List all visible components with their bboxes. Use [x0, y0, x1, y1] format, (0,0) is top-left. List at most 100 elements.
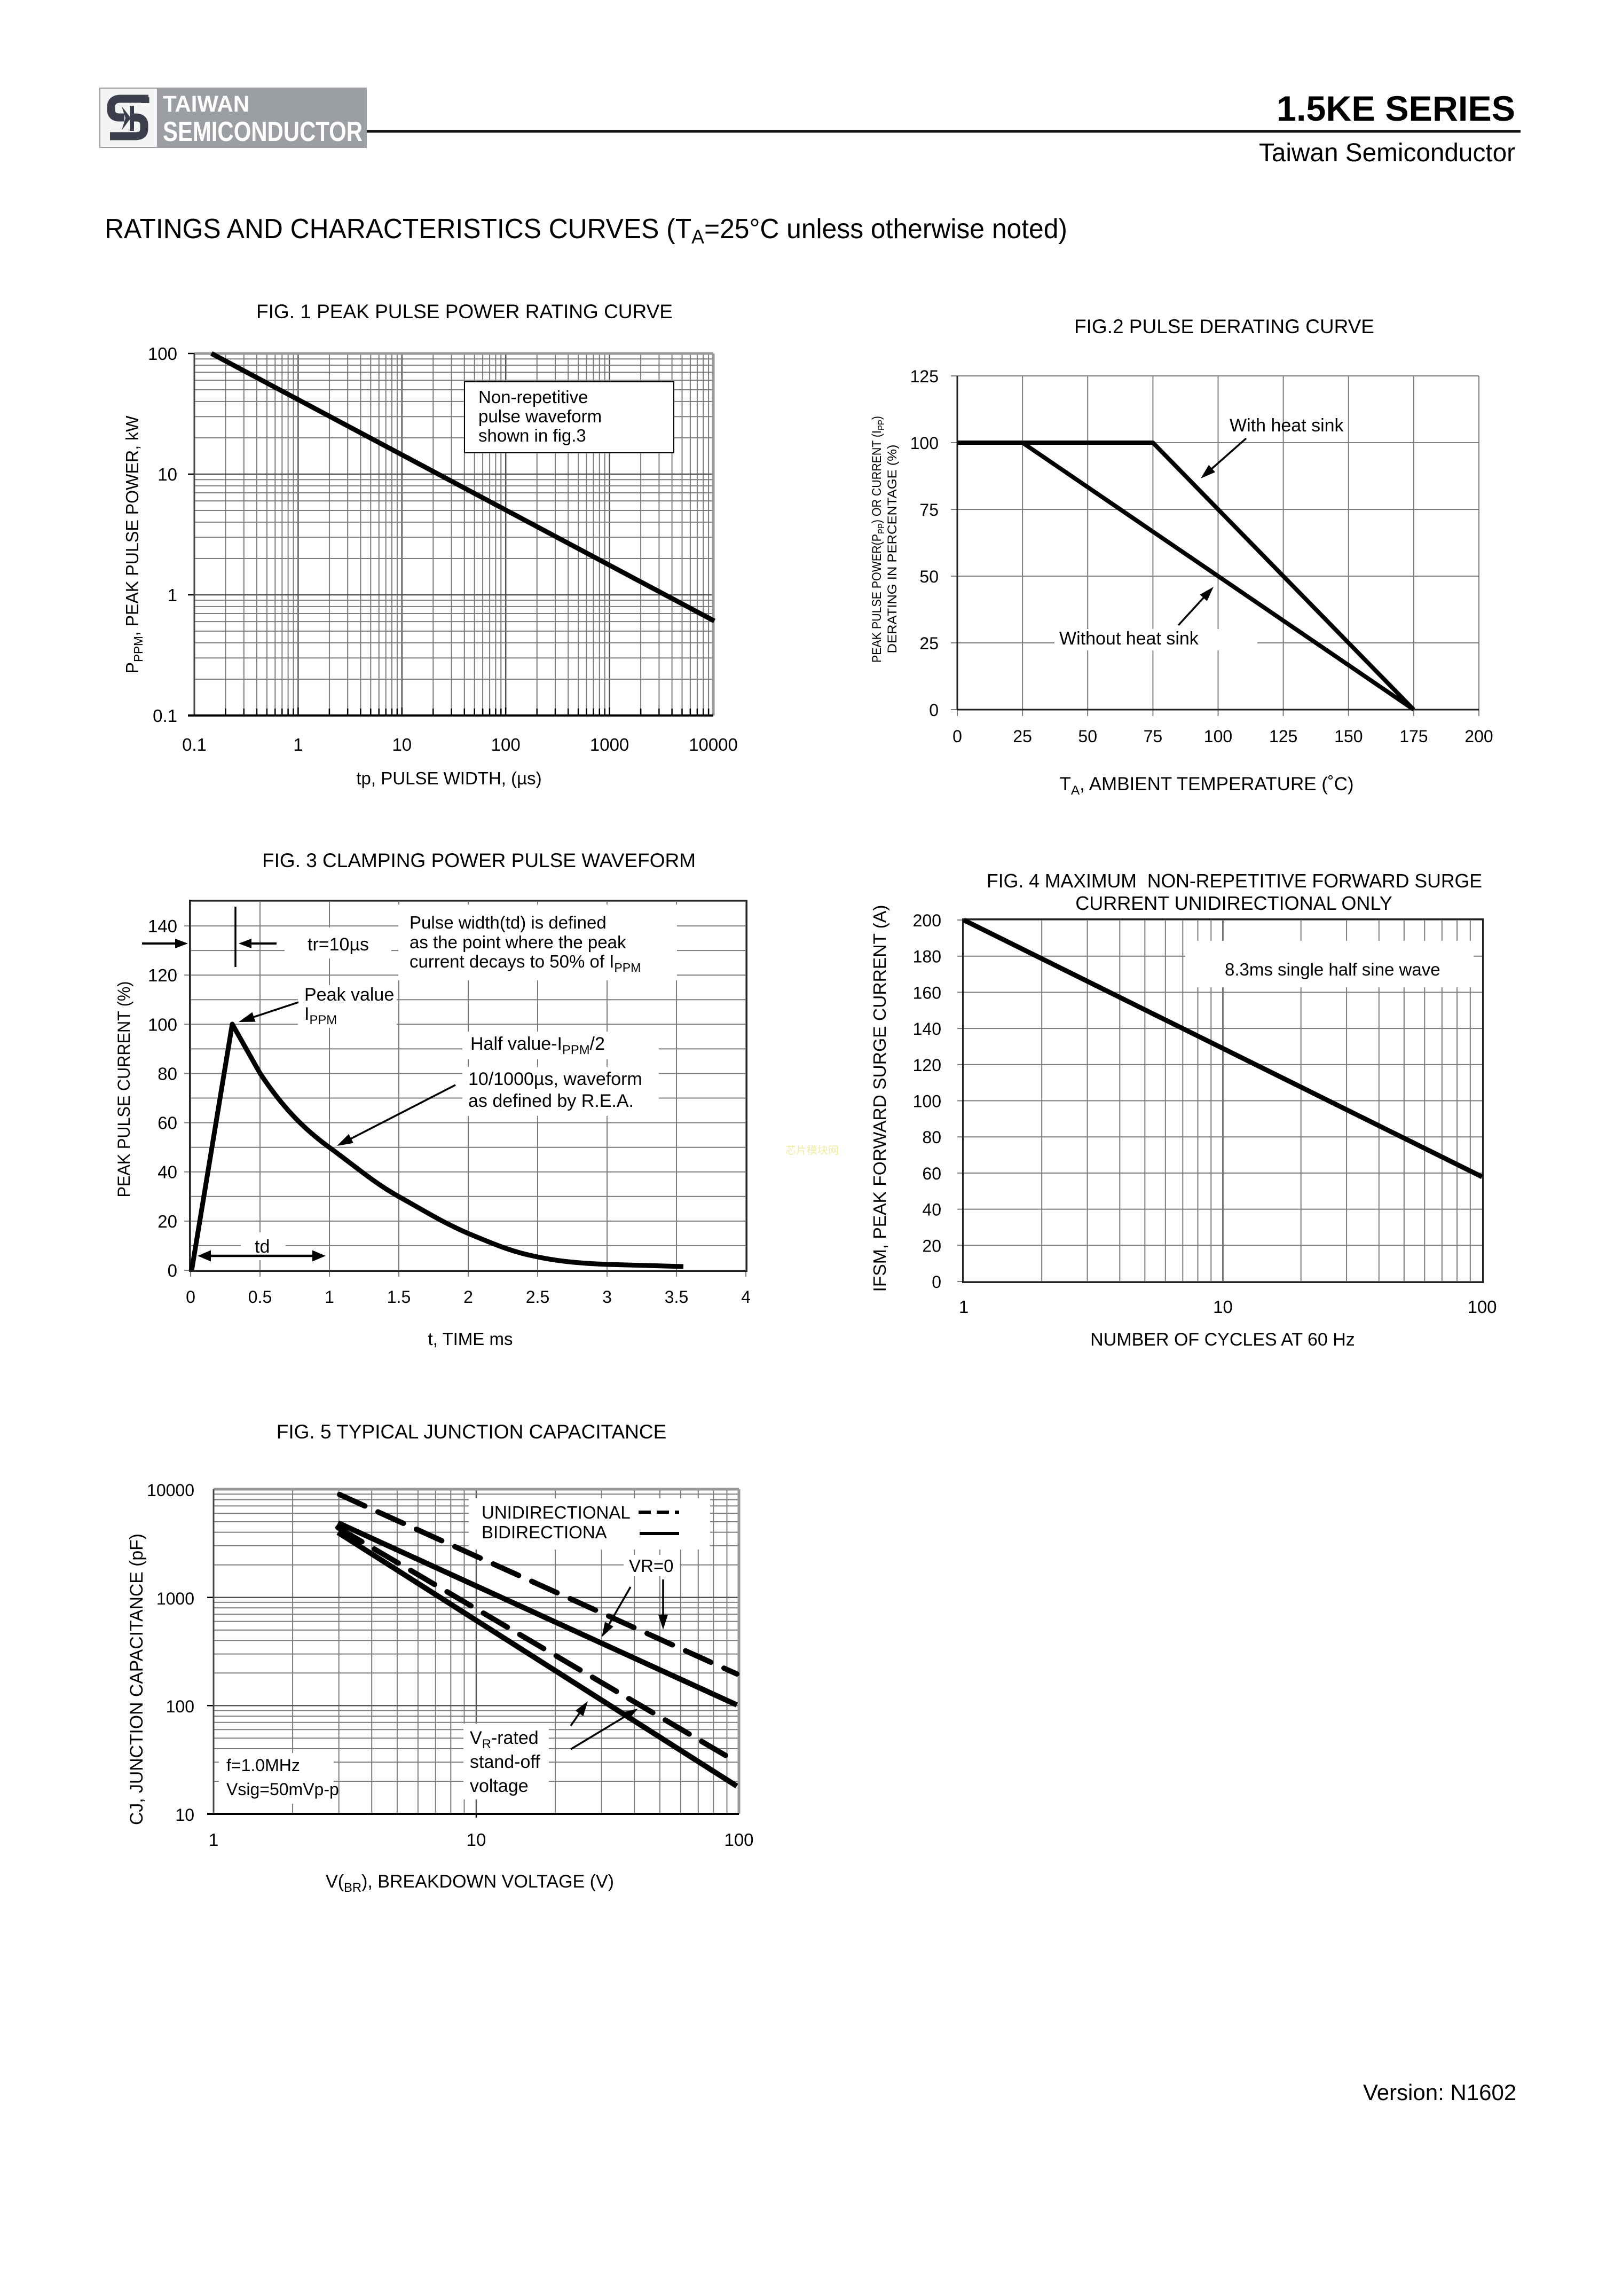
- svg-text:tp, PULSE WIDTH, (µs): tp, PULSE WIDTH, (µs): [356, 768, 541, 788]
- svg-text:10000: 10000: [689, 735, 738, 754]
- svg-text:100: 100: [1204, 727, 1232, 746]
- svg-text:100: 100: [148, 1015, 177, 1034]
- svg-text:100: 100: [910, 434, 939, 453]
- svg-text:100: 100: [913, 1092, 941, 1111]
- svg-text:as the point where the peak: as the point where the peak: [410, 932, 626, 952]
- svg-text:0.1: 0.1: [182, 735, 207, 754]
- svg-text:2.5: 2.5: [526, 1287, 549, 1307]
- svg-text:0: 0: [186, 1287, 195, 1307]
- svg-text:t, TIME ms: t, TIME ms: [428, 1329, 513, 1349]
- svg-text:40: 40: [158, 1162, 177, 1182]
- svg-text:V(BR), BREAKDOWN VOLTAGE (V): V(BR), BREAKDOWN VOLTAGE (V): [326, 1872, 614, 1895]
- svg-text:8.3ms single half sine wave: 8.3ms single half sine wave: [1225, 960, 1440, 979]
- svg-text:0: 0: [952, 727, 962, 746]
- svg-text:FIG. 1 PEAK PULSE POWER RATING: FIG. 1 PEAK PULSE POWER RATING CURVE: [256, 301, 673, 323]
- svg-text:100: 100: [724, 1830, 753, 1850]
- svg-text:4: 4: [741, 1287, 751, 1307]
- svg-text:芯片模块网: 芯片模块网: [785, 1144, 839, 1157]
- svg-text:1: 1: [209, 1830, 218, 1850]
- svg-text:125: 125: [1269, 727, 1297, 746]
- svg-text:BIDIRECTIONA: BIDIRECTIONA: [482, 1522, 607, 1542]
- svg-text:Vsig=50mVp-p: Vsig=50mVp-p: [226, 1780, 339, 1799]
- svg-text:RATINGS AND CHARACTERISTICS CU: RATINGS AND CHARACTERISTICS CURVES (TA=2…: [105, 214, 1067, 248]
- svg-text:Version: N1602: Version: N1602: [1363, 2080, 1516, 2105]
- svg-text:Pulse width(td) is defined: Pulse width(td) is defined: [410, 913, 607, 932]
- svg-text:120: 120: [913, 1056, 941, 1075]
- svg-text:Without heat sink: Without heat sink: [1059, 628, 1199, 649]
- svg-text:40: 40: [922, 1200, 941, 1220]
- svg-text:FIG. 3 CLAMPING POWER PULSE WA: FIG. 3 CLAMPING POWER PULSE WAVEFORM: [262, 850, 696, 871]
- svg-text:PEAK PULSE CURRENT (%): PEAK PULSE CURRENT (%): [114, 981, 133, 1198]
- svg-text:140: 140: [148, 916, 177, 936]
- svg-text:25: 25: [1013, 727, 1032, 746]
- svg-text:FIG.2 PULSE DERATING CURVE: FIG.2 PULSE DERATING CURVE: [1074, 316, 1374, 337]
- svg-text:150: 150: [1334, 727, 1363, 746]
- svg-text:tr=10µs: tr=10µs: [308, 934, 369, 955]
- svg-text:100: 100: [491, 735, 521, 754]
- svg-text:160: 160: [913, 983, 941, 1002]
- svg-text:200: 200: [1464, 727, 1493, 746]
- svg-text:stand-off: stand-off: [470, 1752, 540, 1772]
- svg-text:80: 80: [158, 1064, 177, 1084]
- svg-text:Non-repetitive: Non-repetitive: [478, 387, 588, 407]
- svg-text:voltage: voltage: [470, 1776, 529, 1796]
- svg-text:125: 125: [910, 367, 939, 386]
- svg-text:2: 2: [463, 1287, 473, 1307]
- svg-text:CURRENT UNIDIRECTIONAL ONLY: CURRENT UNIDIRECTIONAL ONLY: [1075, 892, 1392, 914]
- svg-text:Peak value: Peak value: [304, 985, 394, 1005]
- svg-text:current decays to 50% of IPPM: current decays to 50% of IPPM: [410, 952, 641, 974]
- svg-text:60: 60: [922, 1164, 941, 1183]
- svg-text:120: 120: [148, 965, 177, 985]
- svg-text:as defined by R.E.A.: as defined by R.E.A.: [468, 1091, 634, 1111]
- svg-text:20: 20: [158, 1212, 177, 1231]
- svg-text:CJ, JUNCTION CAPACITANCE (pF): CJ, JUNCTION CAPACITANCE (pF): [127, 1534, 147, 1825]
- svg-text:FIG. 4 MAXIMUM NON-REPETITIVE: FIG. 4 MAXIMUM NON-REPETITIVE FORWARD SU…: [987, 870, 1482, 892]
- svg-text:75: 75: [919, 500, 939, 520]
- svg-text:UNIDIRECTIONAL: UNIDIRECTIONAL: [482, 1503, 631, 1522]
- svg-text:1.5: 1.5: [387, 1287, 411, 1307]
- svg-text:3.5: 3.5: [665, 1287, 688, 1307]
- svg-text:With heat sink: With heat sink: [1230, 415, 1344, 436]
- svg-text:IFSM, PEAK FORWARD SURGE CURRE: IFSM, PEAK FORWARD SURGE CURRENT (A): [870, 905, 889, 1292]
- svg-text:10: 10: [392, 735, 412, 754]
- svg-text:3: 3: [602, 1287, 612, 1307]
- svg-text:1.5KE SERIES: 1.5KE SERIES: [1277, 89, 1515, 128]
- svg-text:0: 0: [932, 1272, 941, 1292]
- svg-text:0: 0: [168, 1261, 177, 1280]
- svg-text:10: 10: [175, 1805, 194, 1825]
- svg-text:180: 180: [913, 947, 941, 966]
- svg-text:100: 100: [166, 1697, 194, 1716]
- svg-text:1000: 1000: [590, 735, 629, 754]
- svg-text:140: 140: [913, 1019, 941, 1039]
- svg-text:NUMBER OF CYCLES AT 60 Hz: NUMBER OF CYCLES AT 60 Hz: [1090, 1330, 1355, 1350]
- svg-text:pulse waveform: pulse waveform: [478, 406, 602, 426]
- svg-text:100: 100: [148, 344, 177, 364]
- svg-text:FIG. 5 TYPICAL JUNCTION CAPACI: FIG. 5 TYPICAL JUNCTION CAPACITANCE: [277, 1421, 667, 1443]
- svg-text:10: 10: [158, 465, 177, 484]
- svg-text:0.5: 0.5: [248, 1287, 272, 1307]
- svg-text:TA, AMBIENT TEMPERATURE (˚C): TA, AMBIENT TEMPERATURE (˚C): [1059, 774, 1353, 798]
- svg-text:TAIWAN: TAIWAN: [163, 91, 249, 117]
- svg-text:20: 20: [922, 1236, 941, 1255]
- svg-text:Taiwan Semiconductor: Taiwan Semiconductor: [1259, 139, 1515, 167]
- svg-text:td: td: [255, 1237, 270, 1257]
- svg-text:25: 25: [919, 634, 939, 653]
- svg-text:VR=0: VR=0: [629, 1556, 673, 1576]
- svg-text:10000: 10000: [147, 1481, 194, 1500]
- svg-text:80: 80: [922, 1128, 941, 1147]
- svg-text:10: 10: [1213, 1297, 1233, 1317]
- svg-text:SEMICONDUCTOR: SEMICONDUCTOR: [163, 116, 363, 147]
- svg-text:1: 1: [168, 585, 177, 605]
- svg-text:1000: 1000: [156, 1589, 194, 1608]
- svg-text:PPPM, PEAK PULSE POWER, kW: PPPM, PEAK PULSE POWER, kW: [122, 415, 145, 674]
- svg-text:50: 50: [919, 567, 939, 586]
- svg-text:f=1.0MHz: f=1.0MHz: [226, 1756, 300, 1775]
- svg-text:10/1000µs, waveform: 10/1000µs, waveform: [468, 1069, 642, 1089]
- svg-text:50: 50: [1078, 727, 1097, 746]
- svg-text:shown in fig.3: shown in fig.3: [478, 426, 586, 445]
- svg-text:1: 1: [959, 1297, 969, 1317]
- svg-text:0.1: 0.1: [153, 706, 177, 726]
- svg-text:200: 200: [913, 911, 941, 930]
- svg-text:60: 60: [158, 1113, 177, 1133]
- svg-text:10: 10: [467, 1830, 486, 1850]
